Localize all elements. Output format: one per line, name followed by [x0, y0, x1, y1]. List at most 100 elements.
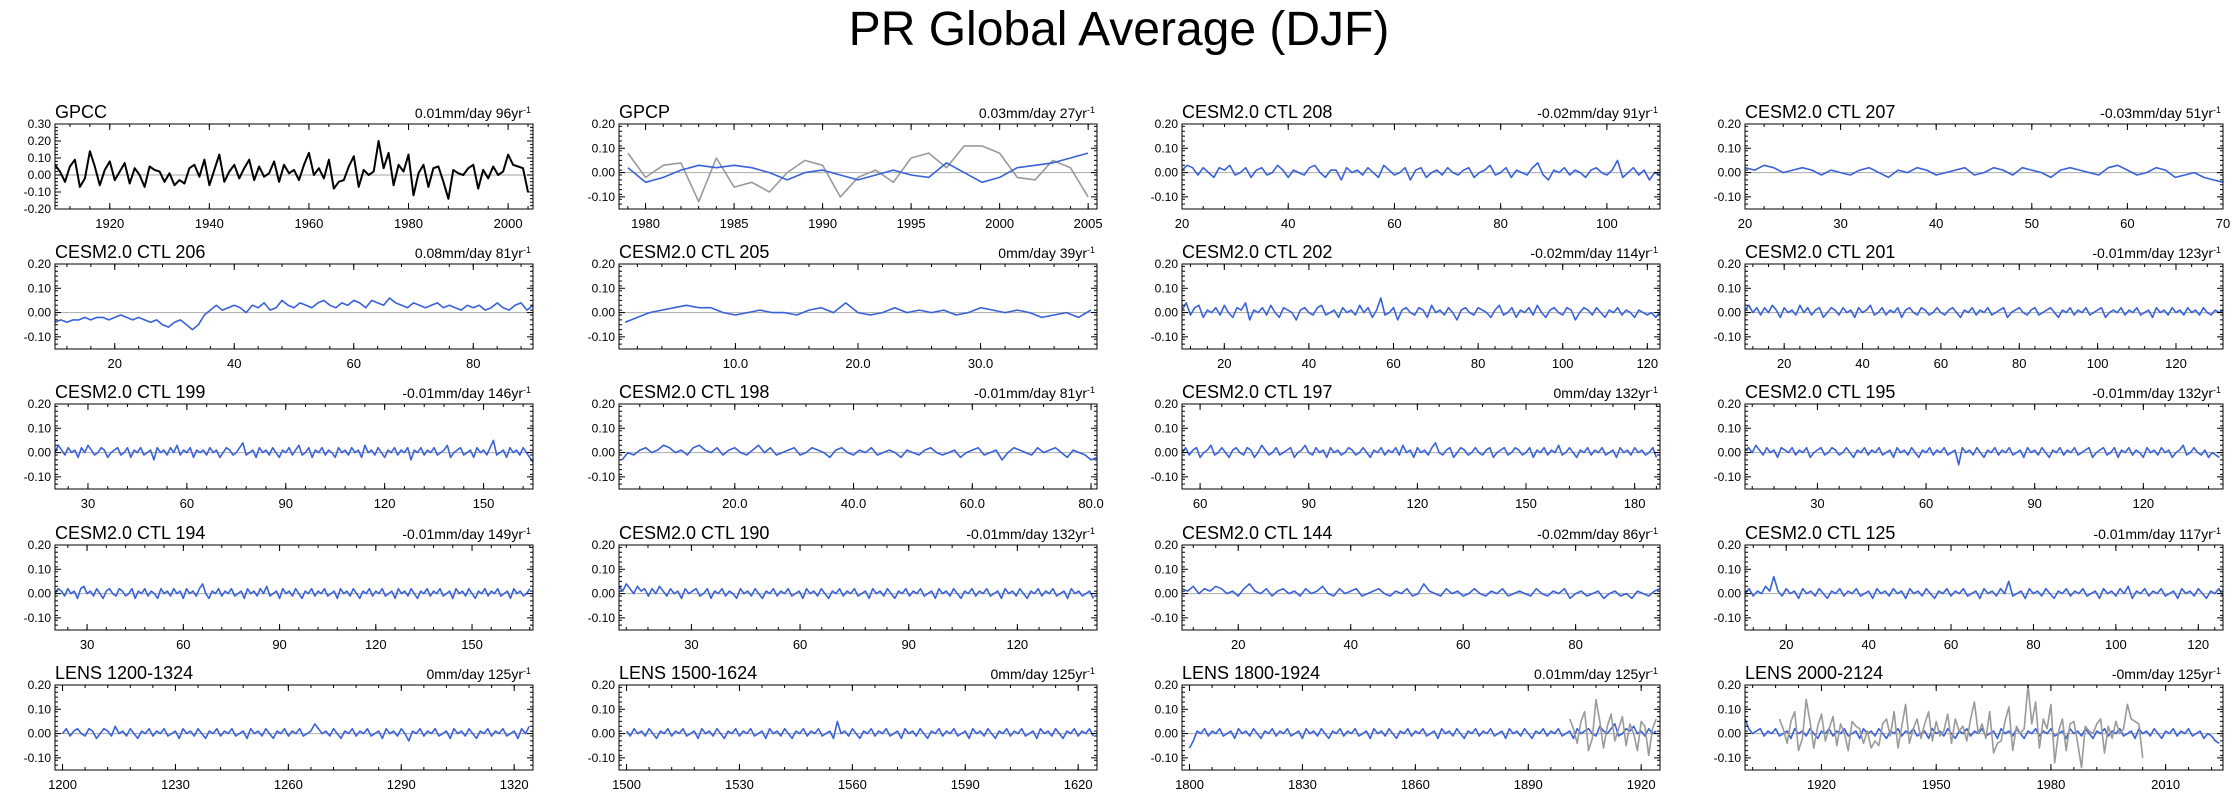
- y-tick-label: 0.00: [28, 306, 52, 320]
- x-tick-label: 60.0: [960, 496, 985, 511]
- x-tick-label: 100: [1552, 356, 1574, 371]
- plot-frame: [54, 544, 534, 631]
- panel-trend-exponent: -1: [1087, 666, 1095, 676]
- x-tick-label: 40: [1281, 216, 1295, 231]
- x-tick-label: 60: [2120, 216, 2134, 231]
- y-minor-ticks: [1745, 546, 2223, 631]
- y-tick-label: 0.00: [1718, 446, 1742, 460]
- y-tick-label: -0.10: [588, 611, 616, 625]
- x-tick-label: 150: [1515, 496, 1537, 511]
- panel-title: GPCP: [619, 102, 670, 122]
- y-tick-label: -0.10: [24, 751, 52, 765]
- model-series-line: [1744, 444, 2220, 466]
- panel-title: CESM2.0 CTL 205: [619, 242, 769, 262]
- x-tick-label: 1620: [1064, 777, 1093, 792]
- panel-title: LENS 1500-1624: [619, 663, 757, 683]
- x-tick-label: 80.0: [1078, 496, 1103, 511]
- panel-title: CESM2.0 CTL 190: [619, 523, 769, 543]
- panel: CESM2.0 CTL 206 0.08mm/day 81yr-1 -0.10 0.0…: [24, 242, 534, 371]
- y-tick-label: 0.00: [1718, 727, 1742, 741]
- panel-trend-text: -0.01mm/day 149yr: [402, 526, 523, 542]
- panel: CESM2.0 CTL 125 -0.01mm/day 117yr-1 -0.10 0…: [1714, 523, 2224, 652]
- y-tick-label: 0.10: [1155, 141, 1179, 155]
- x-tick-label: 80: [2026, 637, 2040, 652]
- panel-trend: -0.01mm/day 132yr-1: [2092, 385, 2221, 401]
- model-series-line: [1188, 723, 1657, 749]
- x-tick-label: 1230: [161, 777, 190, 792]
- panel-trend-exponent: -1: [1650, 385, 1658, 395]
- panel-trend-exponent: -1: [1087, 526, 1095, 536]
- y-tick-label: -0.10: [1714, 470, 1742, 484]
- x-minor-ticks: [69, 124, 529, 209]
- y-tick-label: 0.00: [592, 306, 616, 320]
- x-tick-label: 30: [1833, 216, 1847, 231]
- panel-title: CESM2.0 CTL 197: [1182, 382, 1332, 402]
- y-minor-ticks: [55, 686, 533, 771]
- x-tick-label: 20: [1777, 356, 1791, 371]
- y-tick-label: 0.10: [28, 281, 52, 295]
- panel-title: CESM2.0 CTL 207: [1745, 102, 1895, 122]
- panel: CESM2.0 CTL 199 -0.01mm/day 146yr-1 -0.10 0…: [24, 382, 534, 511]
- y-tick-label: -0.10: [588, 751, 616, 765]
- panel-title: CESM2.0 CTL 194: [55, 523, 205, 543]
- x-tick-label: 1590: [951, 777, 980, 792]
- x-minor-ticks: [1744, 124, 2224, 209]
- x-minor-ticks: [62, 685, 515, 770]
- y-tick-label: 0.20: [28, 538, 52, 552]
- x-tick-label: 1950: [1922, 777, 1951, 792]
- panel-trend-text: -0.01mm/day 81yr: [974, 385, 1087, 401]
- y-tick-label: -0.10: [24, 330, 52, 344]
- plot-frame: [1744, 263, 2224, 350]
- y-tick-label: -0.10: [1151, 470, 1179, 484]
- plot-frame: [1744, 403, 2224, 490]
- y-tick-label: 0.10: [1718, 141, 1742, 155]
- panel-trend-exponent: -1: [523, 666, 531, 676]
- x-tick-label: 40: [1855, 356, 1869, 371]
- panel-trend: -0.01mm/day 149yr-1: [402, 526, 531, 542]
- panel-trend: 0.01mm/day 96yr-1: [415, 105, 531, 121]
- y-tick-label: 0.10: [1155, 281, 1179, 295]
- x-minor-ticks: [1752, 264, 2224, 349]
- panel-trend-text: 0mm/day 39yr: [998, 245, 1087, 261]
- x-tick-label: 120: [1407, 496, 1429, 511]
- panel-trend: -0.02mm/day 86yr-1: [1537, 526, 1658, 542]
- y-tick-label: 0.00: [1155, 306, 1179, 320]
- x-tick-label: 1890: [1514, 777, 1543, 792]
- y-tick-label: 0.00: [592, 727, 616, 741]
- y-tick-label: -0.20: [24, 202, 52, 216]
- panel-trend-text: -0.02mm/day 86yr: [1537, 526, 1650, 542]
- panel-trend-text: -0.01mm/day 146yr: [402, 385, 523, 401]
- y-tick-label: 0.00: [1155, 446, 1179, 460]
- figure-title: PR Global Average (DJF): [849, 3, 1390, 56]
- y-tick-label: 0.10: [1155, 562, 1179, 576]
- x-tick-label: 20.0: [722, 496, 747, 511]
- panel-trend: -0.01mm/day 132yr-1: [966, 526, 1095, 542]
- x-tick-label: 80: [2012, 356, 2026, 371]
- x-tick-label: 80: [1471, 356, 1485, 371]
- x-tick-label: 120: [2187, 637, 2209, 652]
- x-tick-label: 20: [1231, 637, 1245, 652]
- panel: LENS 2000-2124 -0mm/day 125yr-1 -0.10 0.00 0…: [1714, 663, 2224, 792]
- x-tick-label: 60: [1919, 496, 1933, 511]
- y-tick-label: 0.20: [1155, 117, 1179, 131]
- x-minor-ticks: [67, 404, 524, 489]
- x-minor-ticks: [1752, 545, 2216, 630]
- x-tick-label: 60: [1944, 637, 1958, 652]
- x-tick-label: 30: [80, 637, 94, 652]
- y-tick-label: 0.00: [28, 587, 52, 601]
- plot-frame: [618, 544, 1098, 631]
- plot-frame: [1181, 684, 1661, 771]
- x-tick-label: 40: [227, 356, 241, 371]
- panel: CESM2.0 CTL 190 -0.01mm/day 132yr-1 -0.10 0…: [588, 523, 1098, 652]
- x-tick-label: 120: [365, 637, 387, 652]
- y-minor-ticks: [1182, 405, 1660, 490]
- y-tick-label: 0.10: [592, 141, 616, 155]
- overlay-series-line: [627, 145, 1089, 203]
- y-minor-ticks: [619, 405, 1097, 490]
- model-series-line: [1181, 583, 1661, 600]
- plot-frame: [1744, 684, 2224, 771]
- panel-trend-exponent: -1: [2213, 526, 2221, 536]
- y-minor-ticks: [619, 546, 1097, 631]
- x-tick-label: 30: [81, 496, 95, 511]
- panel: GPCC 0.01mm/day 96yr-1 -0.20 -0.10 0.00 0.10 0…: [24, 102, 534, 231]
